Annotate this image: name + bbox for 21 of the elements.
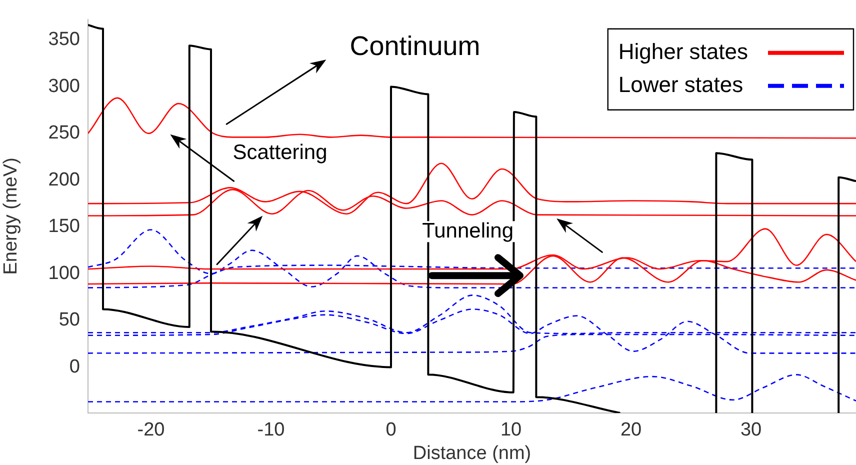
y-tick-label: 150 bbox=[48, 216, 80, 238]
annotation: Tunneling bbox=[422, 219, 514, 242]
y-axis-title: Energy (meV) bbox=[0, 158, 22, 275]
annotation: Continuum bbox=[350, 30, 480, 61]
x-tick-label: -20 bbox=[137, 420, 165, 441]
y-tick-label: 300 bbox=[48, 76, 80, 97]
legend-label: Lower states bbox=[618, 72, 744, 97]
x-tick-label: 0 bbox=[386, 420, 396, 441]
y-tick-label: 100 bbox=[48, 262, 80, 284]
y-tick-label: 0 bbox=[69, 356, 80, 378]
x-tick-label: 10 bbox=[500, 420, 522, 441]
y-tick-label: 200 bbox=[48, 169, 80, 190]
annotation: Scattering bbox=[232, 140, 328, 164]
x-tick-label: 20 bbox=[620, 420, 642, 441]
x-axis-title: Distance (nm) bbox=[412, 442, 532, 464]
y-tick-label: 350 bbox=[48, 29, 80, 50]
x-tick-label: -10 bbox=[257, 420, 285, 441]
y-tick-label: 250 bbox=[48, 122, 80, 144]
legend-label: Higher states bbox=[618, 38, 748, 64]
x-tick-label: 30 bbox=[740, 420, 762, 441]
y-tick-label: 50 bbox=[58, 310, 80, 331]
